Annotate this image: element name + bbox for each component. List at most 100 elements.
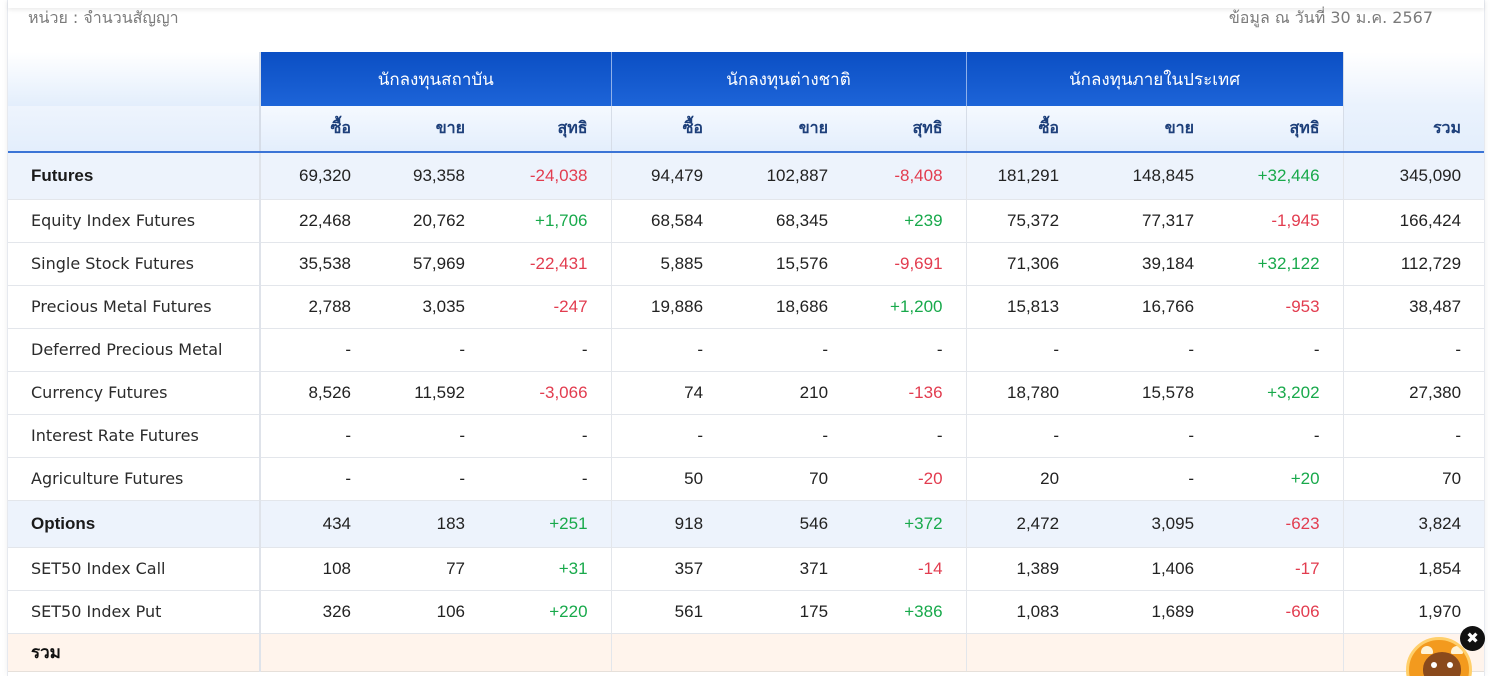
group-header-foreign: นักลงทุนต่างชาติ [610,52,967,106]
cell-inst-sell: 77 [374,547,488,591]
cell-local-net: -953 [1217,285,1344,329]
cell-local-net: +20 [1217,457,1344,501]
cell-total: - [1342,414,1485,458]
sub-header-sell: ขาย [726,106,852,153]
unit-label: หน่วย : จำนวนสัญญา [28,8,179,27]
sub-header-sell: ขาย [374,106,488,153]
cell-foreign-buy: 357 [610,547,727,591]
cell-inst-net: +220 [488,590,612,634]
cell-inst-net: - [488,328,612,372]
cell-inst-net: -3,066 [488,371,612,415]
top-shadow-bar [8,0,1484,8]
investor-type-table: นักลงทุนสถาบัน นักลงทุนต่างชาติ นักลงทุน… [8,52,1485,672]
cell-local-sell: 16,766 [1082,285,1218,329]
cell-local-sell: - [1082,414,1218,458]
table-row: Deferred Precious Metal - - - - - - - - - - [8,328,1485,372]
cell-inst-net: - [488,414,612,458]
cell-local-net: -17 [1217,547,1344,591]
cell-foreign-net: +372 [851,500,967,548]
row-label: Interest Rate Futures [8,414,261,458]
cell-local-buy: 15,813 [965,285,1083,329]
cell-foreign-sell: 15,576 [726,242,852,286]
cell-local-buy: 71,306 [965,242,1083,286]
cell-foreign-net: +1,200 [851,285,967,329]
cell-inst-buy: 69,320 [259,152,374,200]
cell-inst-net: -22,431 [488,242,612,286]
cell-inst-buy: - [259,457,374,501]
cell-foreign-buy: 68,584 [610,199,727,243]
cell-local-sell: 148,845 [1082,152,1218,200]
table-cell [374,633,488,672]
cell-total: 166,424 [1342,199,1485,243]
table-row: Agriculture Futures - - -50 70 -20 20- +20 70 [8,457,1485,501]
cell-inst-net: -24,038 [488,152,612,200]
cell-inst-sell: 106 [374,590,488,634]
cell-local-net: -623 [1217,500,1344,548]
sub-header-buy: ซื้อ [610,106,727,153]
header-corner [8,52,261,106]
cell-inst-sell: - [374,457,488,501]
cell-inst-sell: 57,969 [374,242,488,286]
cell-local-sell: 3,095 [1082,500,1218,548]
mascot-horn-left [1421,646,1433,654]
cell-total: 1,854 [1342,547,1485,591]
mascot-eye-right [1447,662,1453,668]
cell-local-sell: - [1082,457,1218,501]
cell-foreign-net: -20 [851,457,967,501]
cell-local-net: - [1217,328,1344,372]
cell-local-buy: 20 [965,457,1083,501]
table-row: Precious Metal Futures 2,788 3,035 -247 19,8… [8,285,1485,329]
cell-inst-sell: - [374,328,488,372]
cell-local-net: +32,122 [1217,242,1344,286]
table-row: Interest Rate Futures - - - - - - - - - - [8,414,1485,458]
cell-local-net: - [1217,414,1344,458]
cell-inst-net: - [488,457,612,501]
cell-foreign-sell: 102,887 [726,152,852,200]
cell-inst-net: +251 [488,500,612,548]
cell-foreign-net: - [851,414,967,458]
cell-local-buy: 1,389 [965,547,1083,591]
cell-foreign-net: +386 [851,590,967,634]
cell-foreign-buy: - [610,414,727,458]
row-label: Precious Metal Futures [8,285,261,329]
cell-inst-buy: 22,468 [259,199,374,243]
group-header-local: นักลงทุนภายในประเทศ [965,52,1344,106]
cell-inst-sell: 93,358 [374,152,488,200]
category-row: Options 434 183 +251 918 546 +372 2,472 3,095 -62… [8,500,1485,548]
cell-foreign-net: - [851,328,967,372]
cell-inst-buy: - [259,414,374,458]
cell-foreign-buy: 5,885 [610,242,727,286]
table-cell [259,633,374,672]
cell-total: 38,487 [1342,285,1485,329]
cell-foreign-sell: 175 [726,590,852,634]
row-label: Agriculture Futures [8,457,261,501]
cell-foreign-buy: - [610,328,727,372]
total-row-label: รวม [8,633,261,672]
table-row: Single Stock Futures 35,538 57,969 -22,431 5… [8,242,1485,286]
cell-inst-buy: 108 [259,547,374,591]
cell-foreign-buy: 94,479 [610,152,727,200]
cell-foreign-net: -14 [851,547,967,591]
as-of-date: ข้อมูล ณ วันที่ 30 ม.ค. 2567 [1228,8,1433,27]
cell-local-sell: 1,689 [1082,590,1218,634]
table-cell [610,633,727,672]
cell-foreign-sell: - [726,414,852,458]
cell-inst-buy: - [259,328,374,372]
cell-foreign-buy: 918 [610,500,727,548]
close-icon[interactable]: ✖ [1460,626,1485,651]
cell-inst-sell: 183 [374,500,488,548]
table-row: Equity Index Futures 22,468 20,762 +1,706 68… [8,199,1485,243]
sub-header-corner [8,106,261,153]
cell-foreign-sell: 546 [726,500,852,548]
cell-foreign-buy: 50 [610,457,727,501]
cell-local-sell: - [1082,328,1218,372]
cell-inst-net: -247 [488,285,612,329]
row-label: Futures [8,152,261,200]
row-label: SET50 Index Put [8,590,261,634]
cell-inst-sell: 3,035 [374,285,488,329]
row-label: Currency Futures [8,371,261,415]
cell-total: 27,380 [1342,371,1485,415]
cell-inst-buy: 8,526 [259,371,374,415]
cell-inst-sell: 20,762 [374,199,488,243]
cell-local-buy: 75,372 [965,199,1083,243]
